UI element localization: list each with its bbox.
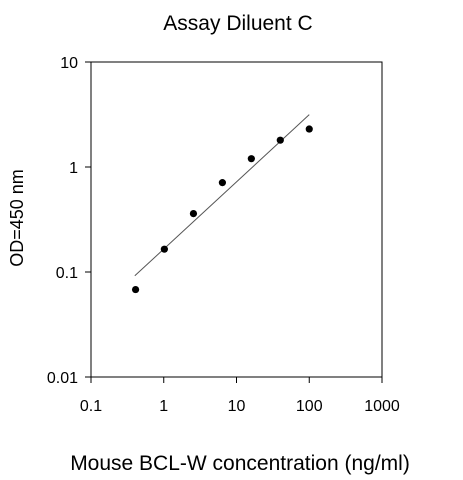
data-point	[276, 136, 284, 144]
data-point	[218, 179, 226, 187]
x-tick-label: 0.1	[80, 398, 102, 415]
data-point	[305, 125, 313, 133]
data-point	[189, 209, 198, 218]
data-points	[131, 125, 313, 294]
y-tick-label: 0.01	[47, 370, 78, 387]
y-tick-label: 1	[69, 160, 78, 177]
x-tick-label: 100	[296, 398, 323, 415]
data-point	[131, 285, 140, 294]
x-axis: 0.1 1 10 100 1000	[80, 377, 400, 415]
x-tick-label: 1000	[364, 398, 400, 415]
x-tick-label: 1	[159, 398, 168, 415]
x-tick-label: 10	[228, 398, 246, 415]
y-axis: 0.01 0.1 1 10	[47, 55, 91, 387]
chart-title: Assay Diluent C	[163, 12, 312, 35]
y-axis-label: OD=450 nm	[7, 169, 27, 267]
plot-area-frame	[90, 61, 383, 378]
y-tick-label: 10	[60, 55, 78, 72]
y-tick-label: 0.1	[56, 265, 78, 282]
data-point	[160, 245, 168, 253]
data-point	[247, 155, 255, 163]
x-axis-label: Mouse BCL-W concentration (ng/ml)	[70, 452, 410, 475]
